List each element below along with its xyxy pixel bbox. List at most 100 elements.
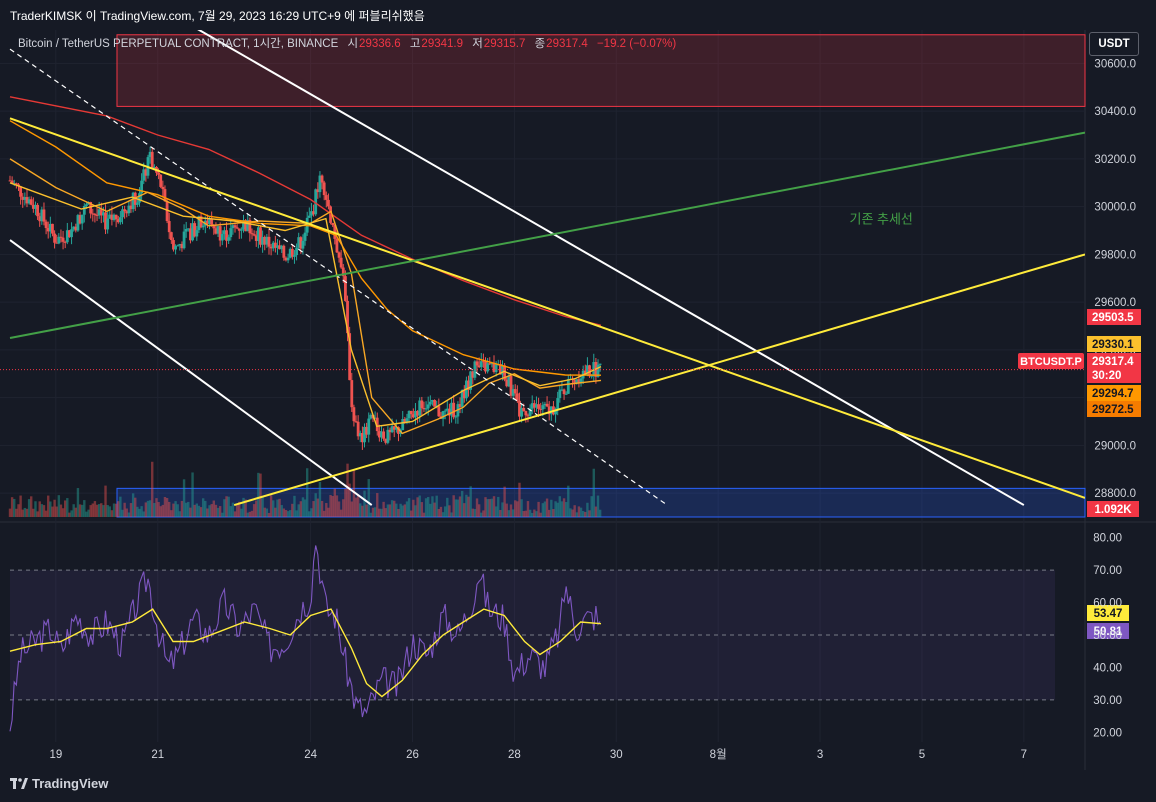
candle-body[interactable] [189,228,192,241]
candle-body[interactable] [477,365,481,368]
candle-body[interactable] [273,242,277,248]
candle-body[interactable] [586,365,589,375]
candle-body[interactable] [261,236,265,245]
candle-body[interactable] [161,186,165,190]
candle-body[interactable] [577,379,581,384]
candle-body[interactable] [590,375,594,377]
candle-body[interactable] [418,400,422,416]
candle-body[interactable] [93,213,97,215]
candle-body[interactable] [314,189,318,215]
candle-body[interactable] [254,235,258,241]
candle-body[interactable] [42,209,46,222]
candle-body[interactable] [19,186,23,197]
candle-body[interactable] [350,380,354,408]
candle-body[interactable] [437,406,441,417]
candle-body[interactable] [252,234,256,236]
candle-body[interactable] [341,267,345,277]
candle-body[interactable] [191,223,194,241]
candle-body[interactable] [63,241,67,243]
candle-body[interactable] [299,237,303,249]
candle-body[interactable] [494,364,498,372]
candle-body[interactable] [411,414,415,418]
candle-body[interactable] [479,361,483,368]
candle-body[interactable] [564,393,568,395]
candle-body[interactable] [386,429,390,443]
candle-body[interactable] [152,167,156,169]
candle-body[interactable] [27,199,31,204]
candle-body[interactable] [484,361,487,372]
candle-body[interactable] [135,202,139,205]
candle-body[interactable] [448,408,451,416]
candle-body[interactable] [82,205,86,215]
candle-body[interactable] [246,219,250,232]
candle-body[interactable] [307,215,311,218]
candle-body[interactable] [106,218,110,230]
candle-body[interactable] [195,230,199,237]
candle-body[interactable] [239,229,243,231]
candle-body[interactable] [148,151,152,158]
candle-body[interactable] [388,429,392,433]
candle-body[interactable] [573,380,577,384]
candle-body[interactable] [112,214,116,220]
candle-body[interactable] [583,370,587,375]
candle-body[interactable] [118,217,122,223]
candle-body[interactable] [450,402,453,416]
candle-body[interactable] [237,228,241,231]
candle-body[interactable] [216,226,220,234]
candle-body[interactable] [220,233,224,241]
candle-body[interactable] [267,236,271,247]
candle-body[interactable] [377,431,381,438]
candle-body[interactable] [14,183,18,185]
candle-body[interactable] [102,212,105,216]
candle-body[interactable] [55,242,59,244]
candle-body[interactable] [53,233,56,243]
candle-body[interactable] [38,216,42,222]
candle-body[interactable] [443,410,447,412]
candle-body[interactable] [91,213,95,215]
candle-body[interactable] [182,231,186,249]
candle-body[interactable] [543,403,547,406]
candle-body[interactable] [452,402,456,418]
candle-body[interactable] [199,216,203,228]
candle-body[interactable] [297,237,301,248]
candle-body[interactable] [394,427,398,430]
candle-body[interactable] [303,232,307,241]
candle-body[interactable] [99,209,103,216]
candle-body[interactable] [530,403,534,409]
candle-body[interactable] [596,364,600,377]
candle-body[interactable] [40,209,44,222]
candle-body[interactable] [354,421,358,423]
candle-body[interactable] [174,246,177,250]
candle-body[interactable] [365,426,369,435]
candle-body[interactable] [193,223,197,237]
candle-body[interactable] [80,214,84,224]
candle-body[interactable] [560,389,564,391]
candle-body[interactable] [431,399,434,402]
candle-body[interactable] [367,418,371,435]
candle-body[interactable] [312,211,315,215]
candle-body[interactable] [579,378,583,384]
candle-body[interactable] [549,406,553,415]
candle-body[interactable] [214,228,218,234]
candle-body[interactable] [469,371,473,390]
candle-body[interactable] [290,248,294,257]
candle-body[interactable] [44,221,48,229]
trendline[interactable] [9,48,668,506]
candle-body[interactable] [462,389,466,399]
candle-body[interactable] [329,206,332,223]
candle-body[interactable] [129,205,133,210]
candle-body[interactable] [72,226,76,230]
candle-body[interactable] [380,431,383,438]
candle-body[interactable] [271,242,275,249]
candle-body[interactable] [278,245,281,250]
candle-body[interactable] [284,257,288,261]
candle-body[interactable] [535,404,538,408]
candle-body[interactable] [458,404,462,407]
candle-body[interactable] [10,180,14,184]
trendline[interactable] [233,253,1085,507]
candle-body[interactable] [197,216,201,231]
candle-body[interactable] [382,431,386,439]
candle-body[interactable] [131,192,135,210]
candle-body[interactable] [532,403,536,408]
candle-body[interactable] [405,418,409,423]
